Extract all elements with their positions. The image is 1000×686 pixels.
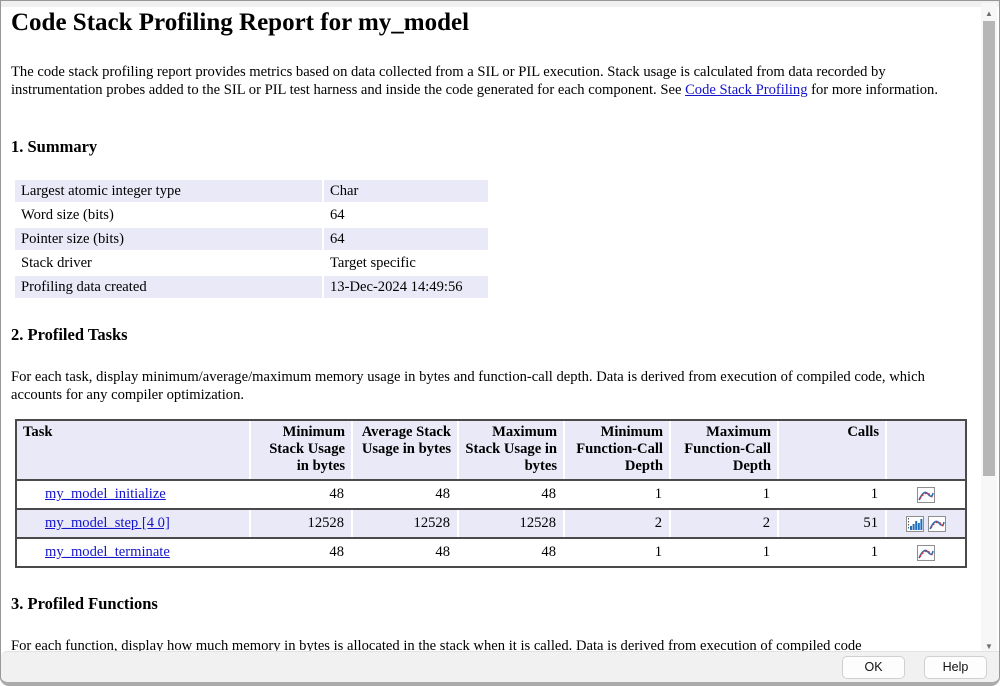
min-stack-value: 48 bbox=[251, 539, 351, 566]
code-stack-profiling-link[interactable]: Code Stack Profiling bbox=[685, 82, 808, 98]
column-header-avg-stack: Average Stack Usage in bytes bbox=[353, 421, 457, 479]
scrollbar-thumb[interactable] bbox=[983, 21, 995, 476]
calls-value: 51 bbox=[779, 510, 885, 537]
max-depth-value: 1 bbox=[671, 481, 777, 508]
histogram-icon[interactable] bbox=[906, 515, 924, 532]
min-stack-value: 48 bbox=[251, 481, 351, 508]
summary-value: Target specific bbox=[324, 252, 488, 274]
summary-row: Pointer size (bits) 64 bbox=[15, 228, 488, 250]
vertical-scrollbar[interactable]: ▲ ▼ bbox=[981, 3, 997, 653]
max-stack-value: 12528 bbox=[459, 510, 563, 537]
table-row-step: my_model_step [4 0] 12528 12528 12528 2 … bbox=[17, 508, 965, 537]
calls-value: 1 bbox=[779, 481, 885, 508]
intro-paragraph: The code stack profiling report provides… bbox=[11, 63, 961, 99]
summary-row: Word size (bits) 64 bbox=[15, 204, 488, 226]
summary-label: Stack driver bbox=[15, 252, 322, 274]
column-header-max-depth: Maximum Function-Call Depth bbox=[671, 421, 777, 479]
summary-value: 64 bbox=[324, 228, 488, 250]
task-link-cell: my_model_initialize bbox=[17, 481, 249, 508]
summary-table: Largest atomic integer type Char Word si… bbox=[15, 180, 488, 300]
summary-row: Largest atomic integer type Char bbox=[15, 180, 488, 202]
calls-value: 1 bbox=[779, 539, 885, 566]
intro-text-before: The code stack profiling report provides… bbox=[11, 64, 886, 98]
plot-icons-cell bbox=[887, 481, 965, 508]
summary-label: Pointer size (bits) bbox=[15, 228, 322, 250]
task-link-cell: my_model_terminate bbox=[17, 539, 249, 566]
min-depth-value: 1 bbox=[565, 539, 669, 566]
summary-value: Char bbox=[324, 180, 488, 202]
max-depth-value: 1 bbox=[671, 539, 777, 566]
task-link[interactable]: my_model_step [4 0] bbox=[45, 515, 170, 531]
distribution-plot-icon[interactable] bbox=[917, 486, 935, 503]
column-header-max-stack: Maximum Stack Usage in bytes bbox=[459, 421, 563, 479]
column-header-task: Task bbox=[17, 421, 249, 479]
column-header-plots bbox=[887, 421, 965, 479]
profiled-tasks-table: Task Minimum Stack Usage in bytes Averag… bbox=[15, 419, 967, 568]
plot-icons-cell bbox=[887, 539, 965, 566]
summary-row: Profiling data created 13-Dec-2024 14:49… bbox=[15, 276, 488, 298]
tasks-description: For each task, display minimum/average/m… bbox=[11, 369, 925, 403]
max-stack-value: 48 bbox=[459, 481, 563, 508]
summary-label: Profiling data created bbox=[15, 276, 322, 298]
intro-text-after: for more information. bbox=[807, 82, 938, 98]
min-depth-value: 2 bbox=[565, 510, 669, 537]
ok-button[interactable]: OK bbox=[842, 655, 905, 679]
summary-value: 13-Dec-2024 14:49:56 bbox=[324, 276, 488, 298]
functions-description: For each function, display how much memo… bbox=[11, 638, 862, 653]
avg-stack-value: 48 bbox=[353, 481, 457, 508]
table-row-terminate: my_model_terminate 48 48 48 1 1 1 bbox=[17, 537, 965, 566]
distribution-plot-icon[interactable] bbox=[928, 515, 946, 532]
summary-heading: 1. Summary bbox=[11, 137, 98, 156]
scroll-down-icon[interactable]: ▼ bbox=[985, 641, 993, 651]
summary-value: 64 bbox=[324, 204, 488, 226]
avg-stack-value: 12528 bbox=[353, 510, 457, 537]
column-header-min-depth: Minimum Function-Call Depth bbox=[565, 421, 669, 479]
task-link[interactable]: my_model_initialize bbox=[45, 486, 166, 502]
min-stack-value: 12528 bbox=[251, 510, 351, 537]
tasks-heading: 2. Profiled Tasks bbox=[11, 325, 128, 344]
column-header-calls: Calls bbox=[779, 421, 885, 479]
summary-label: Word size (bits) bbox=[15, 204, 322, 226]
report-content-area: Code Stack Profiling Report for my_model… bbox=[3, 7, 981, 653]
summary-label: Largest atomic integer type bbox=[15, 180, 322, 202]
functions-heading: 3. Profiled Functions bbox=[11, 594, 158, 613]
table-row-initialize: my_model_initialize 48 48 48 1 1 1 bbox=[17, 479, 965, 508]
page-title: Code Stack Profiling Report for my_model bbox=[11, 9, 470, 36]
column-header-min-stack: Minimum Stack Usage in bytes bbox=[251, 421, 351, 479]
footer-button-bar: OK Help bbox=[1, 651, 999, 682]
avg-stack-value: 48 bbox=[353, 539, 457, 566]
task-link-cell: my_model_step [4 0] bbox=[17, 510, 249, 537]
tasks-table-header-row: Task Minimum Stack Usage in bytes Averag… bbox=[17, 421, 965, 479]
help-button[interactable]: Help bbox=[924, 655, 987, 679]
window-top-strip bbox=[1, 1, 999, 7]
task-link[interactable]: my_model_terminate bbox=[45, 544, 170, 560]
scroll-up-icon[interactable]: ▲ bbox=[985, 8, 993, 18]
max-stack-value: 48 bbox=[459, 539, 563, 566]
min-depth-value: 1 bbox=[565, 481, 669, 508]
summary-row: Stack driver Target specific bbox=[15, 252, 488, 274]
distribution-plot-icon[interactable] bbox=[917, 544, 935, 561]
max-depth-value: 2 bbox=[671, 510, 777, 537]
plot-icons-cell bbox=[887, 510, 965, 537]
